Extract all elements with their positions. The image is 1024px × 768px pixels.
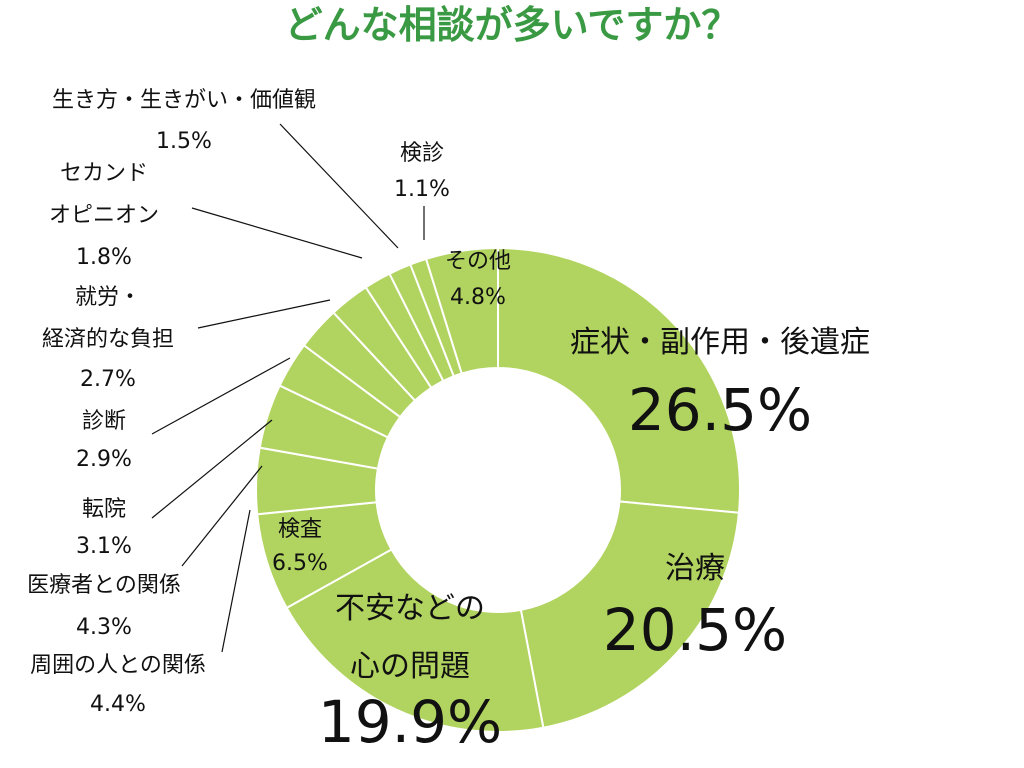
slice-value-label: 3.1% <box>76 534 132 559</box>
donut-slice <box>497 246 741 514</box>
slice-label: 治療 <box>665 551 725 586</box>
slice-label: 経済的な負担 <box>42 327 174 352</box>
leader-line <box>181 465 263 567</box>
slice-value-label: 2.7% <box>80 367 136 392</box>
slice-label: 検診 <box>400 141 444 166</box>
slice-value-label: 6.5% <box>272 551 328 576</box>
leader-line <box>151 419 273 519</box>
slice-label: セカンド <box>60 161 148 186</box>
slice-value-label: 1.8% <box>76 245 132 270</box>
slice-value-label: 1.5% <box>156 129 212 154</box>
slice-value-label: 19.9% <box>318 688 502 756</box>
slice-label: 就労・ <box>75 285 141 310</box>
slice-label: 検査 <box>278 517 322 542</box>
leader-lines <box>151 123 425 653</box>
slice-value-label: 4.8% <box>450 285 506 310</box>
donut-slice <box>285 548 545 733</box>
leader-line <box>197 299 331 329</box>
leader-line <box>191 207 363 259</box>
slice-value-label: 20.5% <box>603 596 787 664</box>
donut-slice <box>519 500 741 729</box>
slice-value-label: 26.5% <box>628 376 812 444</box>
slice-label: 診断 <box>82 409 126 434</box>
slice-label: 生き方・生きがい・価値観 <box>52 88 316 113</box>
slice-label: 転院 <box>82 497 126 522</box>
slice-label: 心の問題 <box>350 649 470 684</box>
slices <box>255 246 741 733</box>
slice-label: 周囲の人との関係 <box>30 653 206 678</box>
slice-value-label: 4.4% <box>90 692 146 717</box>
chart-title: どんな相談が多いですか？ <box>285 3 740 47</box>
slice-value-label: 1.1% <box>394 177 450 202</box>
slice-label: 不安などの <box>335 591 485 626</box>
leader-line <box>151 357 291 435</box>
slice-value-label: 4.3% <box>76 615 132 640</box>
leader-line <box>279 123 399 249</box>
slice-label: オピニオン <box>49 203 159 228</box>
leader-line <box>221 509 251 653</box>
slice-label: 医療者との関係 <box>27 573 181 598</box>
slice-label: その他 <box>445 249 511 274</box>
slice-label: 症状・副作用・後遺症 <box>570 325 870 360</box>
slice-value-label: 2.9% <box>76 447 132 472</box>
donut-slice <box>424 246 499 375</box>
